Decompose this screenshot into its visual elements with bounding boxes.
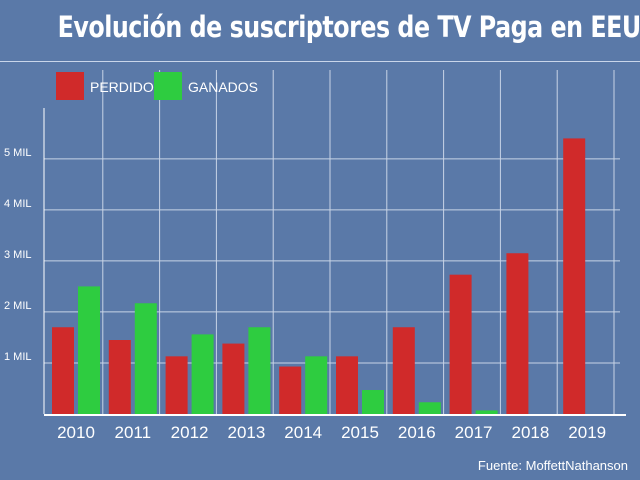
bar-perdidos-2018 xyxy=(506,253,529,414)
source-note: Fuente: MoffettNathanson xyxy=(478,458,628,473)
legend-swatch-perdidos xyxy=(56,72,84,100)
x-tick-label: 2014 xyxy=(284,423,322,442)
y-tick-label: 5 MIL xyxy=(4,147,32,159)
x-axis-labels: 2010 2011 2012 2013 2014 2015 2016 2017 2018 2019 xyxy=(57,423,606,442)
bar-perdidos-2019 xyxy=(563,138,586,414)
bar-perdidos-2016 xyxy=(392,327,415,414)
bar-ganados-2013 xyxy=(248,327,271,414)
legend-label-ganados: GANADOS xyxy=(188,79,258,95)
x-tick-label: 2019 xyxy=(568,423,606,442)
bar-perdidos-2010 xyxy=(52,327,74,414)
bar-ganados-2014 xyxy=(305,356,328,414)
x-tick-label: 2018 xyxy=(511,423,549,442)
x-tick-label: 2015 xyxy=(341,423,379,442)
x-tick-label: 2011 xyxy=(115,423,152,442)
bar-ganados-2012 xyxy=(191,334,214,414)
y-tick-label: 3 MIL xyxy=(4,249,32,261)
legend: PERDIDOS GANADOS xyxy=(56,72,258,100)
bar-perdidos-2017 xyxy=(449,274,472,414)
bar-perdidos-2011 xyxy=(108,340,131,414)
title-divider xyxy=(0,61,640,62)
bar-perdidos-2012 xyxy=(165,356,188,414)
x-tick-label: 2016 xyxy=(398,423,436,442)
x-tick-label: 2012 xyxy=(171,423,209,442)
x-tick-label: 2017 xyxy=(455,423,493,442)
bar-perdidos-2015 xyxy=(336,356,358,414)
bar-ganados-2011 xyxy=(134,303,157,414)
y-tick-label: 1 MIL xyxy=(4,351,32,363)
bar-perdidos-2013 xyxy=(222,343,245,414)
y-tick-label: 2 MIL xyxy=(4,300,32,312)
chart-title: Evolución de suscriptores de TV Paga en … xyxy=(57,10,640,44)
legend-swatch-ganados xyxy=(154,72,182,100)
legend-label-perdidos: PERDIDOS xyxy=(90,79,163,95)
x-tick-label: 2013 xyxy=(227,423,265,442)
y-tick-label: 4 MIL xyxy=(4,198,32,210)
y-axis-ticks: 1 MIL 2 MIL 3 MIL 4 MIL 5 MIL xyxy=(4,147,32,363)
bars xyxy=(52,138,586,414)
bar-ganados-2017 xyxy=(475,410,498,414)
bar-ganados-2015 xyxy=(362,390,384,414)
bar-ganados-2016 xyxy=(418,402,441,414)
bar-ganados-2010 xyxy=(78,286,100,414)
bar-perdidos-2014 xyxy=(279,366,302,414)
x-tick-label: 2010 xyxy=(57,423,95,442)
